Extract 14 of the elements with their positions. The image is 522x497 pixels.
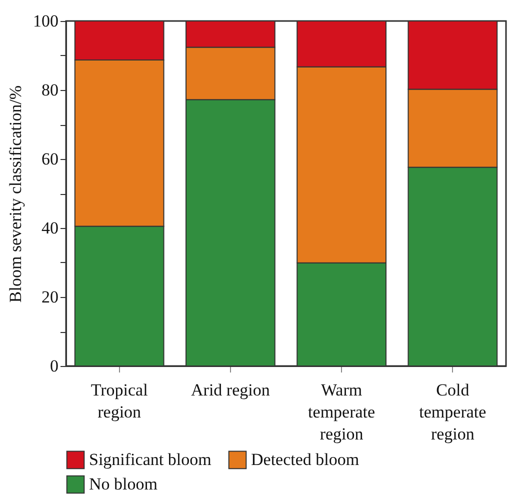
y-tick-label: 60 — [42, 150, 58, 168]
legend-label: Detected bloom — [251, 450, 360, 469]
y-tick-label: 20 — [42, 288, 58, 306]
x-tick-label: Cold temperate region — [419, 380, 486, 444]
y-tick-label: 100 — [33, 12, 58, 30]
x-tick-label: Arid region — [191, 380, 270, 400]
y-axis-title: Bloom severity classification/% — [6, 85, 25, 303]
legend-label: No bloom — [89, 474, 158, 494]
x-tick-label: Warm temperate region — [308, 380, 376, 444]
legend-label: Significant bloom — [89, 450, 212, 469]
y-tick-label: 40 — [42, 218, 58, 238]
x-tick-label: Tropical region — [90, 380, 148, 422]
y-tick-label: 0 — [50, 356, 58, 376]
y-tick-label: 80 — [42, 80, 58, 100]
